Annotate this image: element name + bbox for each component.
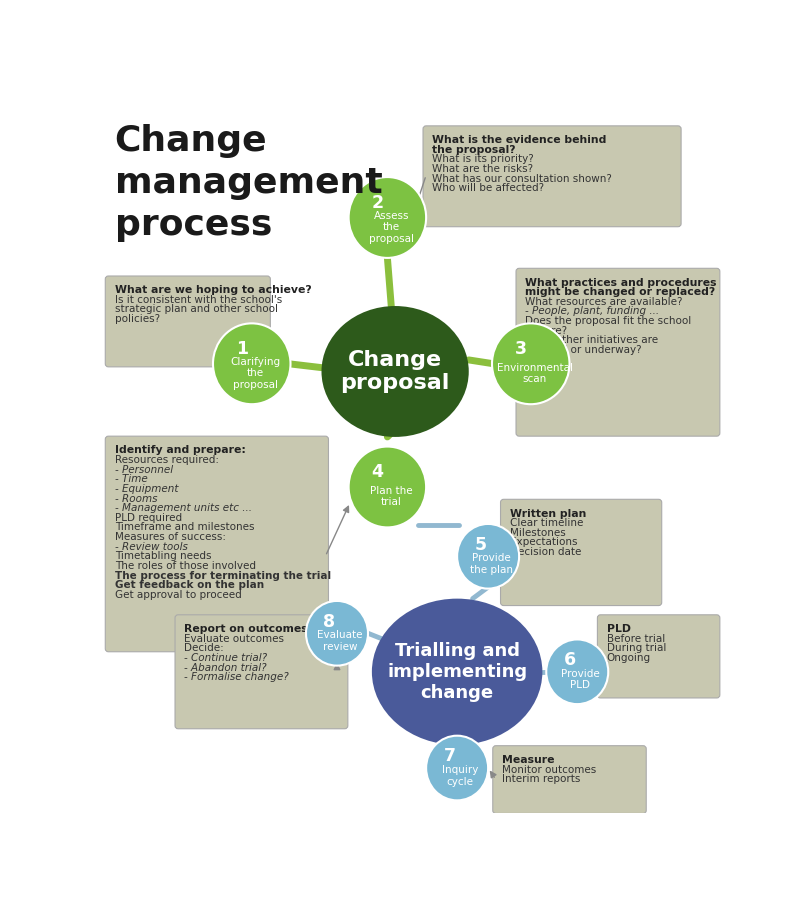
Text: Does the proposal fit the school: Does the proposal fit the school <box>526 316 691 326</box>
Text: Who will be affected?: Who will be affected? <box>432 183 544 193</box>
Text: 5: 5 <box>474 536 486 554</box>
Ellipse shape <box>213 324 291 404</box>
Text: Milestones: Milestones <box>510 527 566 537</box>
Text: Provide
the plan: Provide the plan <box>470 553 513 575</box>
Text: During trial: During trial <box>607 643 666 654</box>
Ellipse shape <box>372 599 543 745</box>
Ellipse shape <box>321 306 469 437</box>
Text: 1: 1 <box>236 340 248 358</box>
Text: - Abandon trial?: - Abandon trial? <box>184 663 267 673</box>
Text: What other initiatives are: What other initiatives are <box>526 335 658 345</box>
Text: Change
management
process: Change management process <box>114 123 382 241</box>
Text: - Management units etc ...: - Management units etc ... <box>114 503 252 513</box>
Text: Assess
the
proposal: Assess the proposal <box>369 210 414 244</box>
Text: Expectations: Expectations <box>510 537 577 547</box>
Text: - Time: - Time <box>114 474 147 484</box>
FancyBboxPatch shape <box>175 615 348 728</box>
FancyBboxPatch shape <box>105 276 270 367</box>
FancyBboxPatch shape <box>493 746 646 813</box>
Text: - Formalise change?: - Formalise change? <box>184 672 289 682</box>
Text: Timetabling needs: Timetabling needs <box>114 551 211 561</box>
Text: Identify and prepare:: Identify and prepare: <box>114 445 246 455</box>
Text: Resources required:: Resources required: <box>114 455 219 465</box>
Text: The process for terminating the trial: The process for terminating the trial <box>114 570 331 580</box>
Text: Measure: Measure <box>502 755 555 765</box>
Text: Evaluate outcomes: Evaluate outcomes <box>184 633 284 643</box>
Text: What are we hoping to achieve?: What are we hoping to achieve? <box>114 285 312 295</box>
Text: - People, plant, funding ...: - People, plant, funding ... <box>526 306 659 316</box>
Text: 6: 6 <box>564 651 576 669</box>
Text: Timeframe and milestones: Timeframe and milestones <box>114 523 254 532</box>
Text: 7: 7 <box>444 748 456 765</box>
Text: What are the risks?: What are the risks? <box>432 164 534 174</box>
FancyBboxPatch shape <box>105 436 328 652</box>
Ellipse shape <box>349 447 426 527</box>
Text: Get feedback on the plan: Get feedback on the plan <box>114 580 264 590</box>
Text: Ongoing: Ongoing <box>607 653 650 663</box>
Text: might be changed or replaced?: might be changed or replaced? <box>526 287 716 297</box>
Ellipse shape <box>349 177 426 258</box>
Text: strategic plan and other school: strategic plan and other school <box>114 304 278 314</box>
Text: Measures of success:: Measures of success: <box>114 532 225 542</box>
Text: Monitor outcomes: Monitor outcomes <box>502 765 597 774</box>
FancyBboxPatch shape <box>423 126 681 227</box>
Text: Written plan: Written plan <box>510 508 586 518</box>
Text: Inquiry
cycle: Inquiry cycle <box>442 765 478 787</box>
Ellipse shape <box>547 640 609 704</box>
Text: 3: 3 <box>515 340 527 358</box>
Text: Environmental
scan: Environmental scan <box>497 363 572 384</box>
Ellipse shape <box>457 524 519 589</box>
Text: - Continue trial?: - Continue trial? <box>184 653 267 663</box>
FancyBboxPatch shape <box>501 499 662 606</box>
Ellipse shape <box>492 324 569 404</box>
Text: Get approval to proceed: Get approval to proceed <box>114 590 242 600</box>
Text: Change
proposal: Change proposal <box>341 350 450 393</box>
Text: the proposal?: the proposal? <box>432 144 516 154</box>
Text: Plan the
trial: Plan the trial <box>370 486 412 507</box>
Text: 2: 2 <box>372 194 384 212</box>
Text: policies?: policies? <box>114 314 159 324</box>
Text: Evaluate
review: Evaluate review <box>317 630 363 652</box>
Text: - Review tools: - Review tools <box>114 542 188 552</box>
Text: PLD required: PLD required <box>114 513 182 523</box>
Text: Provide
PLD: Provide PLD <box>561 669 600 690</box>
Ellipse shape <box>426 736 488 801</box>
FancyBboxPatch shape <box>597 615 720 698</box>
Text: Trialling and
implementing
change: Trialling and implementing change <box>387 642 527 702</box>
Text: What resources are available?: What resources are available? <box>526 297 683 307</box>
FancyBboxPatch shape <box>516 269 720 436</box>
Text: Clarifying
the
proposal: Clarifying the proposal <box>230 356 281 390</box>
Text: Before trial: Before trial <box>607 633 665 643</box>
Text: Interim reports: Interim reports <box>502 774 580 784</box>
Text: - Rooms: - Rooms <box>114 494 157 504</box>
Text: 8: 8 <box>323 612 336 631</box>
Text: What is the evidence behind: What is the evidence behind <box>432 135 607 145</box>
Text: Decide:: Decide: <box>184 643 224 654</box>
Text: culture?: culture? <box>526 325 568 335</box>
Text: - Personnel: - Personnel <box>114 464 173 474</box>
Text: Report on outcomes: Report on outcomes <box>184 624 308 634</box>
Text: planned or underway?: planned or underway? <box>526 345 642 355</box>
Ellipse shape <box>306 600 368 665</box>
Text: Is it consistent with the school's: Is it consistent with the school's <box>114 295 282 305</box>
Text: Decision date: Decision date <box>510 547 581 557</box>
Text: PLD: PLD <box>607 624 630 634</box>
Text: What practices and procedures: What practices and procedures <box>526 278 716 288</box>
Text: - Equipment: - Equipment <box>114 484 178 494</box>
Text: What is its priority?: What is its priority? <box>432 154 534 165</box>
Text: 4: 4 <box>372 463 384 482</box>
Text: Clear timeline: Clear timeline <box>510 518 583 528</box>
Text: What has our consultation shown?: What has our consultation shown? <box>432 174 612 184</box>
Text: The roles of those involved: The roles of those involved <box>114 561 255 571</box>
